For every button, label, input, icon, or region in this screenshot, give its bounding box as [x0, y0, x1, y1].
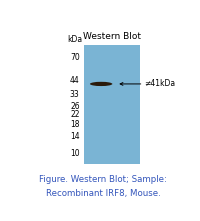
Text: Recombinant IRF8, Mouse.: Recombinant IRF8, Mouse.	[45, 189, 160, 198]
Text: 22: 22	[70, 110, 79, 119]
Text: 44: 44	[70, 76, 79, 85]
Text: 70: 70	[70, 53, 79, 62]
Text: 10: 10	[70, 149, 79, 158]
Text: kDa: kDa	[67, 35, 82, 44]
Text: 33: 33	[70, 90, 79, 99]
Text: Western Blot: Western Blot	[83, 32, 141, 41]
Text: ≠41kDa: ≠41kDa	[144, 79, 175, 88]
Text: 26: 26	[70, 102, 79, 111]
Text: Figure. Western Blot; Sample:: Figure. Western Blot; Sample:	[39, 175, 166, 184]
Text: 14: 14	[70, 132, 79, 141]
Ellipse shape	[89, 82, 112, 86]
Bar	[84, 45, 140, 164]
Text: 18: 18	[70, 120, 79, 129]
